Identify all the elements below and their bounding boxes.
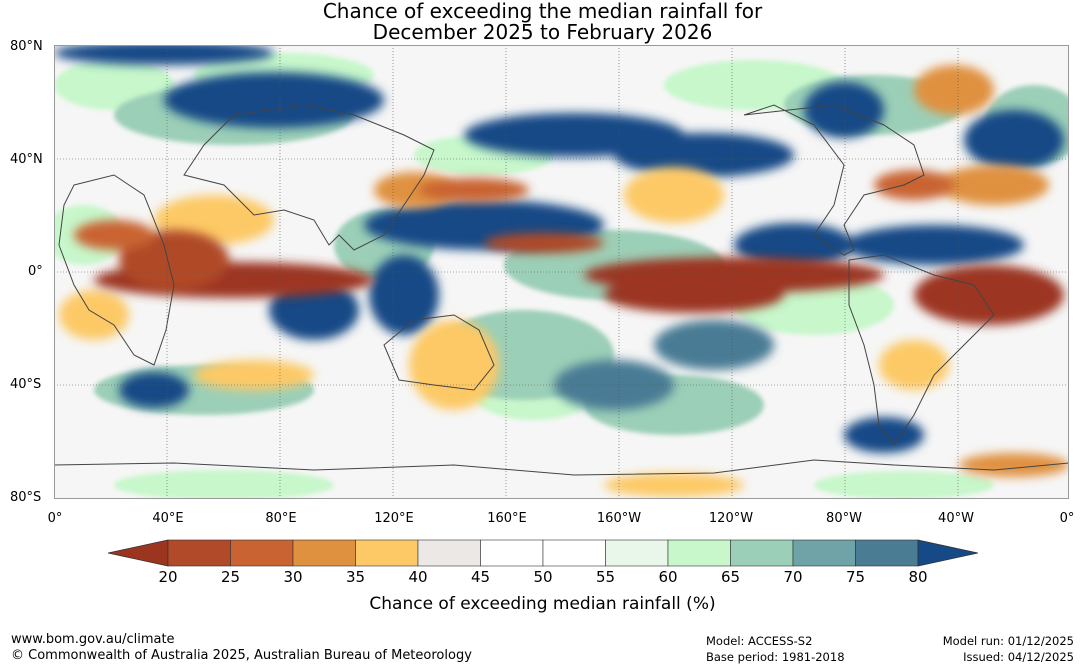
rainfall-map [54,45,1069,499]
colorbar-segment [605,539,669,567]
colorbar-tick-label: 80 [908,568,928,586]
colorbar-segment [292,539,356,567]
map-title-line1: Chance of exceeding the median rainfall … [322,0,763,23]
rainfall-map-svg [54,45,1069,499]
lat-label-40n: 40°N [10,152,43,167]
lon-label-80w: 80°W [826,511,862,526]
lon-label-120e: 120°E [374,511,414,526]
colorbar-segment [480,539,544,567]
colorbar-tick-label: 25 [220,568,241,586]
colorbar-tick-label: 45 [470,568,491,586]
lon-label-40w: 40°W [938,511,974,526]
footer-url: www.bom.gov.au/climate [11,632,175,647]
colorbar-tick-label: 30 [283,568,303,586]
lat-label-80n: 80°N [10,39,43,54]
colorbar-tick-label: 60 [658,568,678,586]
footer-base-period: Base period: 1981-2018 [706,650,845,664]
lon-label-160w: 160°W [596,511,642,526]
lon-label-80e: 80°E [265,511,297,526]
footer-model-run: Model run: 01/12/2025 [942,634,1074,648]
colorbar-tick-label: 35 [345,568,366,586]
lon-label-0: 0° [47,511,63,526]
colorbar-segment [730,539,794,567]
lat-label-equator: 0° [28,264,43,279]
colorbar-label: Chance of exceeding median rainfall (%) [369,594,716,614]
colorbar [108,539,978,567]
colorbar-tick-label: 50 [533,568,553,586]
lon-label-40e: 40°E [152,511,184,526]
colorbar-tick-label: 75 [845,568,866,586]
lon-label-0-east: 0° [1059,511,1075,526]
colorbar-segment [542,539,606,567]
lat-label-40s: 40°S [10,377,42,392]
colorbar-segment [855,539,919,567]
colorbar-tick-label: 40 [408,568,428,586]
colorbar-segment [417,539,481,567]
footer-copyright: © Commonwealth of Australia 2025, Austra… [11,648,472,663]
graticule [54,45,1069,499]
colorbar-segment [355,539,419,567]
colorbar-tick-label: 65 [720,568,741,586]
lat-label-80s: 80°S [10,490,42,505]
footer-model: Model: ACCESS-S2 [706,634,813,648]
colorbar-segment [167,539,231,567]
coastlines [54,104,1069,476]
colorbar-segment [230,539,294,567]
colorbar-segment [667,539,731,567]
map-title-line2: December 2025 to February 2026 [372,20,713,44]
colorbar-tick-label: 70 [783,568,803,586]
colorbar-segment [792,539,856,567]
colorbar-extend-low [108,539,169,567]
lon-label-120w: 120°W [708,511,754,526]
colorbar-extend-high [917,539,978,567]
colorbar-tick-label: 20 [158,568,178,586]
lon-label-160e: 160°E [487,511,527,526]
colorbar-tick-label: 55 [595,568,616,586]
footer-issued: Issued: 04/12/2025 [963,650,1074,664]
brown-dry-regions [74,170,1064,325]
